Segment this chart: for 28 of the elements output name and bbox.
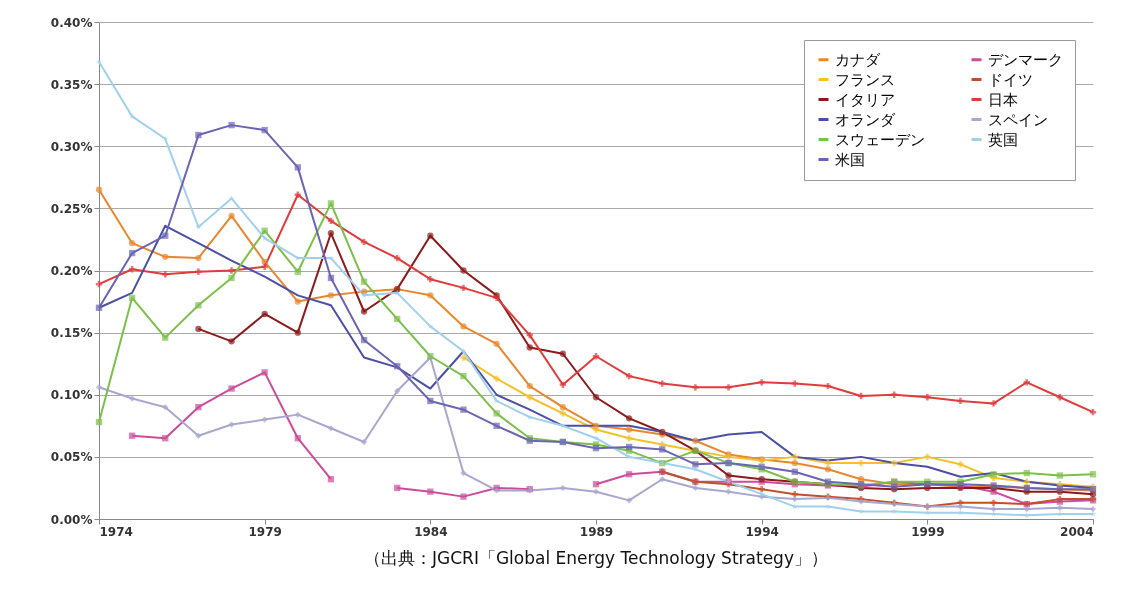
y-tick-label: 0.20%	[50, 264, 93, 278]
y-tick-label: 0.35%	[50, 77, 93, 92]
y-tick-label: 0.10%	[50, 388, 93, 403]
legend-label: デンマーク	[988, 50, 1063, 69]
y-tick-label: 0.05%	[50, 450, 93, 465]
legend-label: フランス	[835, 70, 895, 89]
x-tick-label: 1999	[911, 524, 945, 539]
x-tick-label: 2004	[1060, 524, 1094, 539]
legend-label: 米国	[835, 150, 865, 169]
y-tick-label: 0.25%	[50, 201, 93, 216]
y-tick-label: 0.00%	[50, 512, 93, 527]
x-tick-label: 1974	[99, 524, 133, 539]
legend-label: ドイツ	[988, 70, 1033, 89]
legend-label: 英国	[988, 130, 1018, 149]
x-tick-label: 1979	[248, 524, 282, 539]
legend-label: イタリア	[835, 90, 895, 109]
legend-label: スウェーデン	[835, 130, 925, 149]
x-tick-label: 1989	[579, 524, 614, 539]
y-tick-label: 0.40%	[50, 15, 93, 30]
text: （出典：JGCRI「Global Energy Technology Strategy」）	[364, 548, 828, 568]
legend-label: オランダ	[835, 110, 896, 129]
x-tick-label: 1984	[414, 524, 448, 539]
y-tick-label: 0.15%	[50, 326, 93, 341]
legend-label: カナダ	[835, 50, 881, 69]
x-tick-label: 1994	[745, 524, 779, 539]
legend-label: 日本	[988, 90, 1018, 109]
legend-label: スペイン	[988, 110, 1048, 129]
y-tick-label: 0.30%	[50, 139, 93, 154]
